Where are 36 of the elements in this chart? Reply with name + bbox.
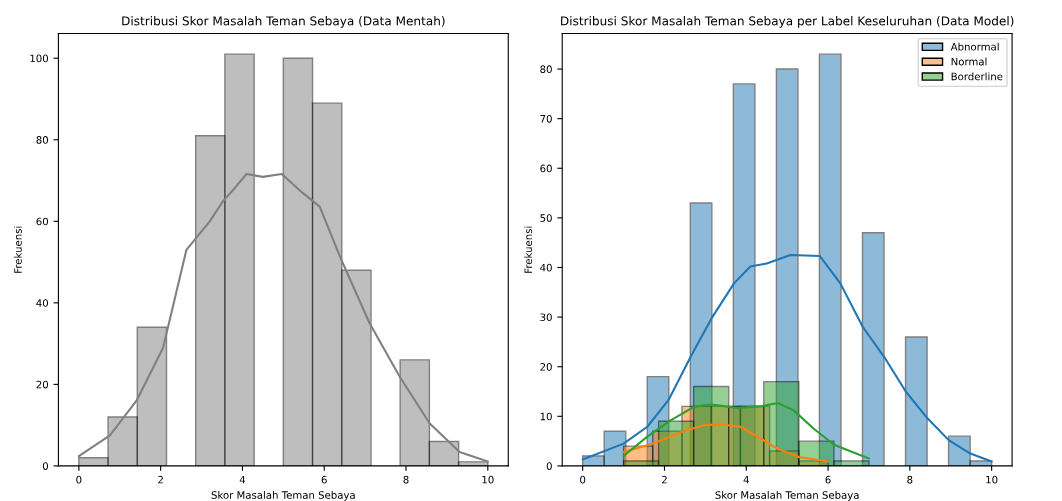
chart-title: Distribusi Skor Masalah Teman Sebaya (Data Mentah) [122,16,445,28]
y-tick-label: 40 [540,263,552,272]
x-tick-label: 10 [482,475,494,484]
x-tick-label: 8 [403,475,409,484]
x-tick-label: 4 [239,475,246,484]
x-tick-label: 8 [907,475,913,484]
y-tick-label: 50 [540,214,552,222]
y-tick-label: 0 [42,462,49,470]
legend-label: Abnormal [950,42,999,51]
y-tick-label: 20 [36,380,49,389]
x-tick-label: 10 [986,475,998,484]
legend-label: Borderline [951,72,1003,81]
y-tick-label: 0 [546,462,552,470]
y-tick-label: 30 [540,313,552,322]
y-tick-label: 10 [540,412,552,421]
x-tick-label: 0 [580,475,586,484]
y-tick-label: 20 [540,363,552,371]
y-tick-label: 80 [540,65,552,74]
x-tick-label: 6 [825,475,831,484]
y-axis-title: Frekuensi [524,226,533,273]
y-tick-label: 80 [36,136,49,144]
chart-title: Distribusi Skor Masalah Teman Sebaya per Label Keseluruhan (Data Model) [561,16,1014,28]
y-tick-label: 60 [540,164,552,173]
x-tick-label: 4 [743,475,749,484]
y-tick-label: 100 [30,54,49,63]
x-tick-label: 2 [158,475,163,484]
legend-label: Normal [951,57,987,66]
x-axis-title: Skor Masalah Teman Sebaya [715,491,859,501]
y-tick-label: 60 [36,217,49,226]
y-tick-label: 70 [540,114,552,123]
y-axis-title: Frekuensi [13,226,22,273]
x-axis-title: Skor Masalah Teman Sebaya [211,491,355,501]
x-tick-label: 2 [661,475,667,484]
x-tick-label: 0 [76,475,82,484]
x-tick-label: 6 [321,475,327,484]
y-tick-label: 40 [36,299,49,307]
